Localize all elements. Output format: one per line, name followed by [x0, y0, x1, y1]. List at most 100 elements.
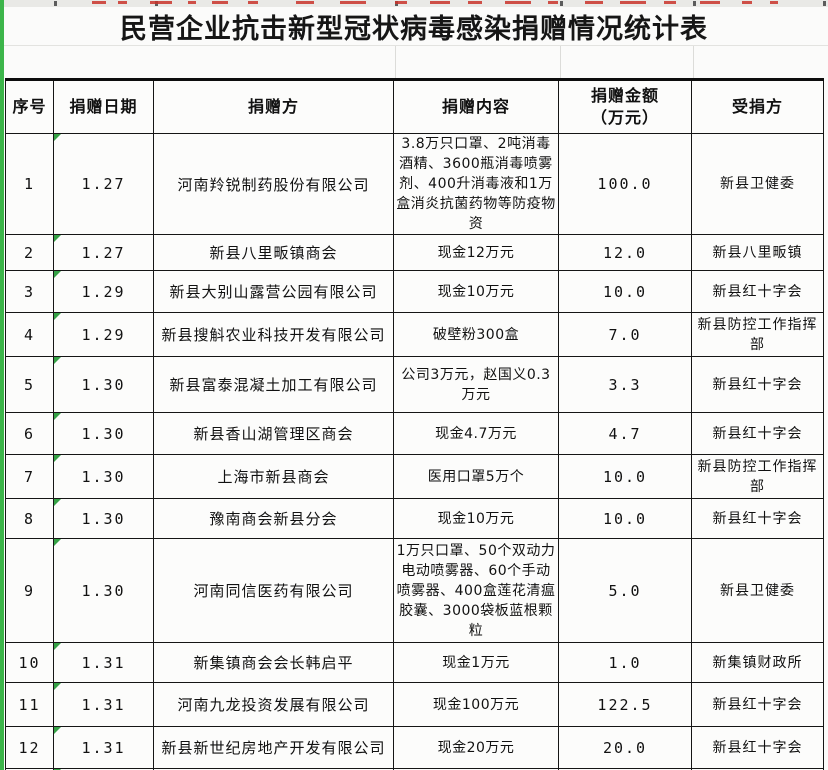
- cell-content: 现金10万元: [393, 498, 559, 539]
- error-indicator-triangle-icon: [54, 455, 61, 462]
- header-row: 序号 捐赠日期 捐赠方 捐赠内容 捐赠金额 （万元） 受捐方: [5, 78, 824, 134]
- table-row: 1 1.27 河南羚锐制药股份有限公司 3.8万只口罩、2吨消毒酒精、3600瓶消毒喷…: [5, 133, 824, 235]
- cell-donor: 新县香山湖管理区商会: [153, 412, 394, 455]
- cell-value: 1.31: [81, 738, 126, 757]
- cell-value: 豫南商会新县分会: [209, 510, 338, 528]
- header-recipient: 受捐方: [691, 78, 824, 134]
- cell-content: 现金4.7万元: [393, 412, 559, 455]
- cell-date: 1.29: [53, 270, 154, 313]
- cell-value: 现金1万元: [442, 654, 510, 671]
- cell-no: 4: [5, 312, 54, 357]
- cell-content: 现金20万元: [393, 726, 559, 769]
- cell-value: 河南九龙投资发展有限公司: [177, 696, 370, 714]
- cell-value: 新集镇财政所: [712, 654, 803, 671]
- cell-recipient: 新县防控工作指挥部: [691, 454, 824, 499]
- cropped-top-row-remnant: [4, 0, 828, 7]
- cell-value: 新县香山湖管理区商会: [193, 425, 354, 443]
- error-indicator-triangle-icon: [54, 235, 61, 242]
- header-label: 捐赠日期: [69, 97, 138, 116]
- cell-value: 3.3: [608, 375, 642, 394]
- cell-value: 4.7: [608, 424, 642, 443]
- cell-value: 1.31: [81, 695, 126, 714]
- error-indicator-triangle-icon: [54, 313, 61, 320]
- cell-value: 1.0: [608, 653, 642, 672]
- cell-value: 12.0: [602, 243, 648, 262]
- cell-content: 现金12万元: [393, 234, 559, 271]
- cell-recipient: 新县卫健委: [691, 538, 824, 643]
- red-annotation-fragment: [248, 1, 258, 4]
- cell-no: 6: [5, 412, 54, 455]
- table-row: 11 1.31 河南九龙投资发展有限公司 现金100万元 122.5 新县红十字会: [5, 682, 824, 727]
- cell-value: 2: [23, 243, 36, 262]
- error-indicator-triangle-icon: [54, 727, 61, 734]
- red-annotation-fragment: [742, 1, 752, 4]
- cell-donor: 新县八里畈镇商会: [153, 234, 394, 271]
- cell-content: 1万只口罩、50个双动力电动喷雾器、60个手动喷雾器、400盒莲花清瘟胶囊、30…: [393, 538, 559, 643]
- cell-value: 新县红十字会: [712, 696, 803, 713]
- cell-value: 1.30: [81, 509, 126, 528]
- cell-content: 破壁粉300盒: [393, 312, 559, 357]
- cell-value: 1万只口罩、50个双动力电动喷雾器、60个手动喷雾器、400盒莲花清瘟胶囊、30…: [396, 542, 556, 639]
- red-annotation-fragment: [296, 1, 314, 4]
- header-label: 捐赠内容: [441, 97, 510, 116]
- cell-value: 新县红十字会: [712, 376, 803, 393]
- error-indicator-triangle-icon: [54, 683, 61, 690]
- red-annotation-fragment: [430, 1, 450, 4]
- cell-value: 1.30: [81, 375, 126, 394]
- cell-date: 1.30: [53, 538, 154, 643]
- cell-donor: 新县富泰混凝土加工有限公司: [153, 356, 394, 413]
- cell-no: 5: [5, 356, 54, 413]
- gridline: [693, 46, 694, 78]
- cell-date: 1.30: [53, 454, 154, 499]
- table-row: 4 1.29 新县搜斛农业科技开发有限公司 破壁粉300盒 7.0 新县防控工作指挥部: [5, 312, 824, 357]
- header-no: 序号: [5, 78, 54, 134]
- cell-donor: 新县搜斛农业科技开发有限公司: [153, 312, 394, 357]
- cell-value: 3.8万只口罩、2吨消毒酒精、3600瓶消毒喷雾剂、400升消毒液和1万盒消炎抗…: [396, 136, 556, 232]
- header-label: 序号: [12, 97, 47, 116]
- cell-date: 1.30: [53, 412, 154, 455]
- red-annotation-fragment: [395, 1, 407, 4]
- gridline: [4, 45, 828, 46]
- cell-no: 8: [5, 498, 54, 539]
- cell-content: 医用口罩5万个: [393, 454, 559, 499]
- cell-amount: 5.0: [558, 538, 692, 643]
- cell-no: 1: [5, 133, 54, 235]
- cell-value: 新县大别山露营公园有限公司: [169, 283, 378, 301]
- cell-no: 10: [5, 642, 54, 683]
- cell-no: 3: [5, 270, 54, 313]
- cell-value: 1: [23, 175, 36, 193]
- error-indicator-triangle-icon: [54, 539, 61, 546]
- error-indicator-triangle-icon: [54, 271, 61, 278]
- cell-amount: 10.0: [558, 454, 692, 499]
- cell-donor: 新县新世纪房地产开发有限公司: [153, 726, 394, 769]
- cell-value: 122.5: [597, 695, 653, 714]
- page-title: 民营企业抗击新型冠状病毒感染捐赠情况统计表: [120, 13, 708, 45]
- cell-value: 9: [23, 581, 36, 600]
- gridline: [395, 46, 396, 78]
- cell-recipient: 新县红十字会: [691, 498, 824, 539]
- cell-value: 新县防控工作指挥部: [697, 458, 818, 495]
- header-label: 捐赠金额: [590, 86, 659, 105]
- cell-value: 新县八里畈镇: [712, 244, 803, 261]
- cell-value: 1.31: [81, 653, 126, 672]
- cell-value: 医用口罩5万个: [427, 468, 525, 485]
- cell-value: 新县富泰混凝土加工有限公司: [169, 376, 378, 394]
- cell-amount: 122.5: [558, 682, 692, 727]
- cell-date: 1.30: [53, 356, 154, 413]
- cell-amount: 10.0: [558, 270, 692, 313]
- cell-amount: 20.0: [558, 726, 692, 769]
- cell-amount: 4.7: [558, 412, 692, 455]
- cell-amount: 7.0: [558, 312, 692, 357]
- cell-value: 现金12万元: [437, 244, 515, 261]
- cell-value: 12: [18, 738, 41, 757]
- cell-recipient: 新县八里畈镇: [691, 234, 824, 271]
- red-annotation-fragment: [188, 1, 196, 4]
- red-annotation-fragment: [548, 1, 558, 4]
- table-row: 7 1.30 上海市新县商会 医用口罩5万个 10.0 新县防控工作指挥部: [5, 454, 824, 499]
- error-indicator-triangle-icon: [54, 413, 61, 420]
- cell-date: 1.31: [53, 682, 154, 727]
- red-annotation-fragment: [118, 1, 127, 4]
- cell-value: 20.0: [602, 738, 648, 757]
- cell-value: 8: [23, 509, 36, 528]
- column-border-tick: [823, 1, 826, 6]
